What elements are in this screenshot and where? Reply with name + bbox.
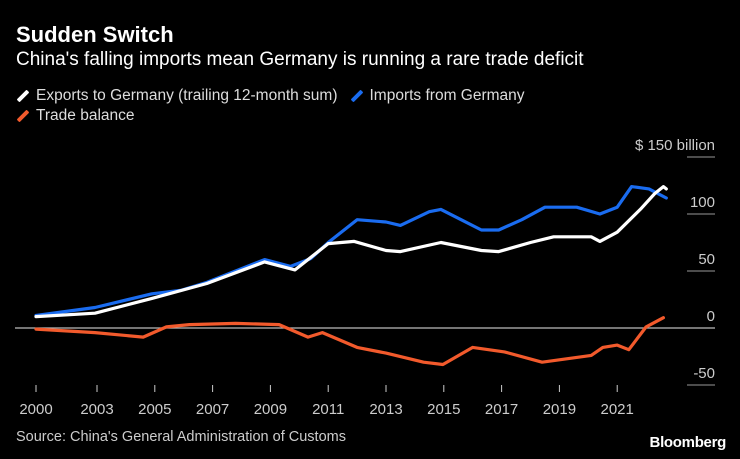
bloomberg-logo: Bloomberg [649,434,727,451]
x-tick-label: 2005 [138,401,171,418]
legend-row-2: Trade balance [16,107,147,125]
legend-item-exports: Exports to Germany (trailing 12-month su… [16,87,338,105]
chart-subtitle: China's falling imports mean Germany is … [16,49,584,70]
legend-label-imports: Imports from Germany [369,87,525,104]
y-tick-label: 100 [690,194,715,211]
y-tick-label: -50 [693,365,715,382]
trade-balance-line [34,316,665,367]
exports-line [34,185,668,319]
legend-label-exports: Exports to Germany (trailing 12-month su… [36,87,338,104]
x-tick-label: 2003 [80,401,113,418]
legend-label-balance: Trade balance [36,107,135,124]
imports-line [34,185,668,318]
source-note: Source: China's General Administration o… [16,429,346,445]
x-tick-label: 2011 [312,401,344,418]
x-tick-label: 2009 [254,401,287,418]
x-tick-label: 2019 [543,401,576,418]
x-tick-label: 2017 [485,401,518,418]
y-tick-label: 0 [707,308,715,325]
chart-title: Sudden Switch [16,22,174,47]
y-tick-label: 50 [698,251,715,268]
legend-row-1: Exports to Germany (trailing 12-month su… [16,87,537,105]
y-tick-label: $ 150 billion [635,137,715,154]
legend-item-imports: Imports from Germany [350,87,525,105]
x-tick-label: 2013 [369,401,402,418]
x-tick-label: 2021 [601,401,634,418]
x-tick-label: 2007 [196,401,229,418]
x-tick-label: 2000 [19,401,52,418]
x-tick-label: 2015 [427,401,460,418]
legend-item-balance: Trade balance [16,107,135,125]
